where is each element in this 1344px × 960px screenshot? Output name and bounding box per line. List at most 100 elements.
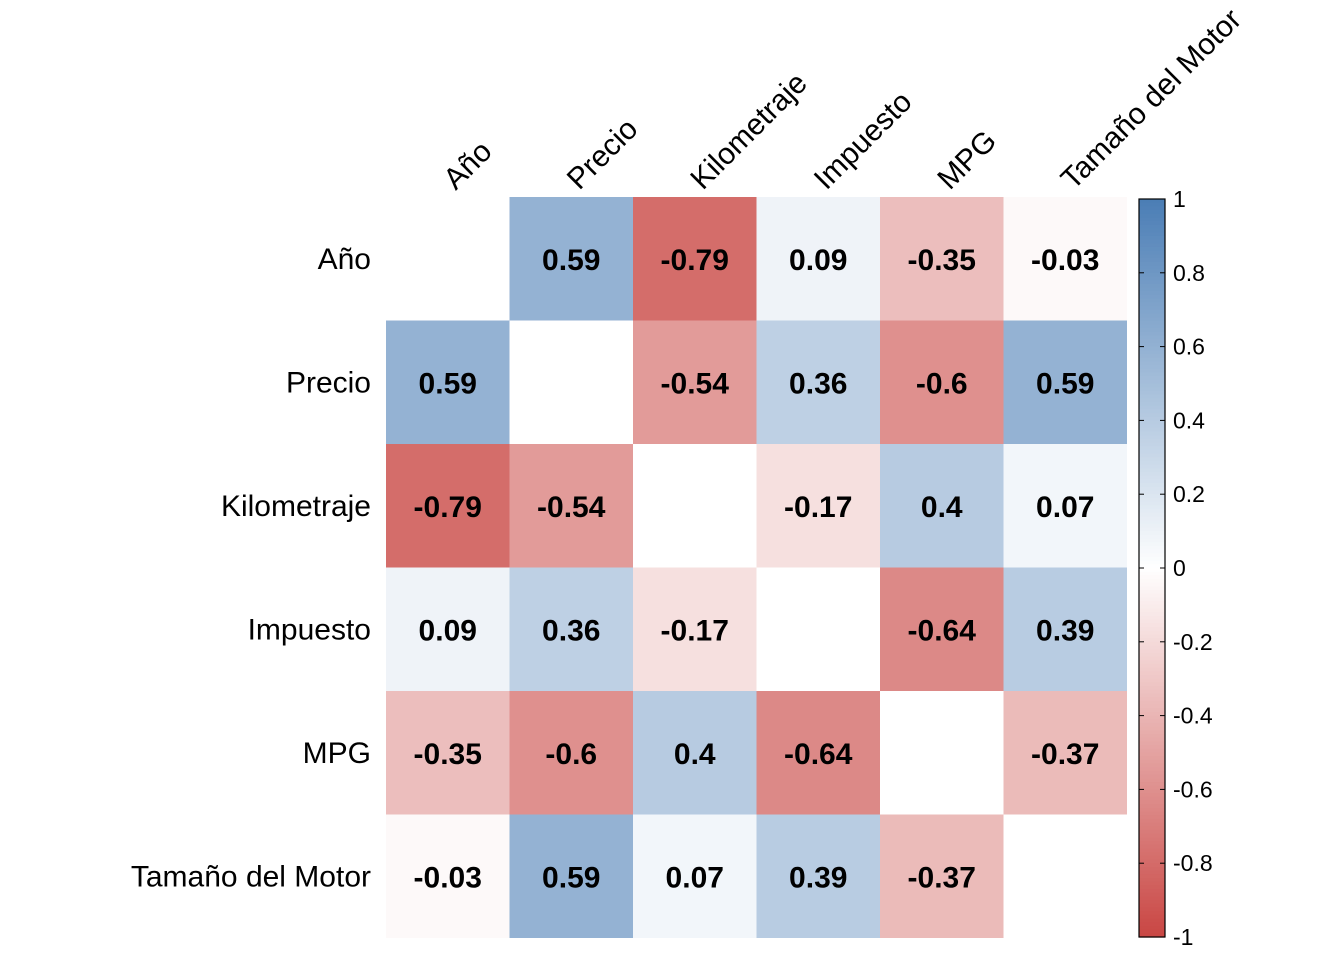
cell-value-label: -0.03 xyxy=(414,861,482,894)
colorbar-segment xyxy=(1139,852,1165,857)
cell-value-label: 0.09 xyxy=(419,614,477,647)
colorbar-segment xyxy=(1139,416,1165,421)
colorbar-segment xyxy=(1139,866,1165,872)
colorbar-segment xyxy=(1139,520,1165,525)
colorbar-segment xyxy=(1139,641,1165,647)
colorbar-segment xyxy=(1139,586,1165,591)
colorbar-segment xyxy=(1139,549,1165,554)
colorbar-segment xyxy=(1139,328,1165,333)
cell-value-label: 0.59 xyxy=(542,861,600,894)
cell-value-label: 0.4 xyxy=(674,738,716,771)
colorbar-segment xyxy=(1139,424,1165,429)
colorbar-segment xyxy=(1139,826,1165,831)
colorbar-segment xyxy=(1139,313,1165,318)
heatmap-cell xyxy=(880,320,1004,444)
heatmap-cell xyxy=(1003,197,1127,321)
cell-value-label: 0.09 xyxy=(789,244,847,277)
heatmap-cell xyxy=(756,444,880,568)
colorbar-segment xyxy=(1139,900,1165,905)
colorbar-segment xyxy=(1139,590,1165,595)
colorbar-segment xyxy=(1139,608,1165,613)
cell-value-label: -0.54 xyxy=(537,491,606,524)
colorbar-segment xyxy=(1139,686,1165,691)
colorbar-segment xyxy=(1139,246,1165,252)
colorbar-segment xyxy=(1139,638,1165,643)
colorbar-segment xyxy=(1139,460,1165,466)
cell-value-label: 0.59 xyxy=(419,367,477,400)
colorbar-segment xyxy=(1139,822,1165,827)
row-label: Precio xyxy=(286,366,371,399)
colorbar-segment xyxy=(1139,431,1165,436)
heatmap-cells: 0.59 -0.79 0.09 -0.35 -0.03 0.59 -0.54 0.36 -0.6… xyxy=(386,197,1127,938)
heatmap-cell xyxy=(509,197,633,321)
colorbar-segment xyxy=(1139,748,1165,754)
colorbar-tick-label: -0.4 xyxy=(1173,703,1213,729)
column-label: MPG xyxy=(931,124,1003,196)
heatmap-cell xyxy=(880,567,1004,691)
colorbar-segment xyxy=(1139,346,1165,351)
colorbar-segment xyxy=(1139,763,1165,768)
colorbar-segment xyxy=(1139,324,1165,329)
colorbar-segment xyxy=(1139,342,1165,348)
colorbar-segment xyxy=(1139,925,1165,931)
colorbar-segment xyxy=(1139,538,1165,543)
colorbar-segment xyxy=(1139,490,1165,495)
colorbar-segment xyxy=(1139,671,1165,676)
colorbar-segment xyxy=(1139,682,1165,687)
colorbar-segment xyxy=(1139,497,1165,503)
colorbar-segment xyxy=(1139,907,1165,912)
colorbar-segment xyxy=(1139,269,1165,274)
colorbar-segment xyxy=(1139,405,1165,410)
colorbar-segment xyxy=(1139,531,1165,536)
colorbar-segment xyxy=(1139,745,1165,750)
colorbar-segment xyxy=(1139,593,1165,599)
heatmap-cell xyxy=(633,320,757,444)
colorbar-segment xyxy=(1139,693,1165,698)
colorbar-segment xyxy=(1139,697,1165,702)
colorbar-segment xyxy=(1139,804,1165,809)
colorbar-segment xyxy=(1139,560,1165,565)
colorbar-segment xyxy=(1139,306,1165,311)
colorbar-tick-label: 0 xyxy=(1173,555,1186,581)
colorbar-segment xyxy=(1139,475,1165,481)
colorbar-segment xyxy=(1139,420,1165,425)
row-label: Tamaño del Motor xyxy=(131,860,371,893)
colorbar-segment xyxy=(1139,472,1165,477)
colorbar-segment xyxy=(1139,885,1165,890)
colorbar-segment xyxy=(1139,435,1165,440)
cell-value-label: 0.39 xyxy=(789,861,847,894)
colorbar-segment xyxy=(1139,818,1165,824)
colorbar-segment xyxy=(1139,881,1165,886)
heatmap-cell xyxy=(756,691,880,815)
colorbar-segment xyxy=(1139,877,1165,883)
colorbar-segment xyxy=(1139,933,1165,938)
colorbar-segment xyxy=(1139,486,1165,492)
cell-value-label: -0.79 xyxy=(661,244,729,277)
colorbar-segment xyxy=(1139,398,1165,403)
heatmap-cell xyxy=(756,814,880,938)
colorbar-segment xyxy=(1139,863,1165,868)
colorbar-segment xyxy=(1139,309,1165,314)
cell-value-label: -0.64 xyxy=(784,738,853,771)
colorbar-segment xyxy=(1139,922,1165,927)
colorbar-tick-label: 0.4 xyxy=(1173,407,1205,433)
colorbar-segment xyxy=(1139,918,1165,923)
colorbar-segment xyxy=(1139,656,1165,661)
colorbar-segment xyxy=(1139,427,1165,433)
colorbar-segment xyxy=(1139,368,1165,374)
column-label: Impuesto xyxy=(808,85,919,196)
colorbar-tick-label: -0.2 xyxy=(1173,629,1213,655)
colorbar-segment xyxy=(1139,568,1165,573)
colorbar-segment xyxy=(1139,848,1165,853)
colorbar-segment xyxy=(1139,442,1165,447)
colorbar-segment xyxy=(1139,752,1165,757)
colorbar-segment xyxy=(1139,199,1165,204)
colorbar-segment xyxy=(1139,534,1165,540)
colorbar-tick-label: -0.6 xyxy=(1173,776,1213,802)
colorbar: 1 0.8 0.6 0.4 0.2 0 -0.2 -0.4 -0.6 -0.8 -1 xyxy=(1138,186,1213,950)
colorbar-segment xyxy=(1139,855,1165,861)
cell-value-label: 0.07 xyxy=(1036,491,1094,524)
colorbar-segment xyxy=(1139,320,1165,326)
cell-value-label: 0.39 xyxy=(1036,614,1094,647)
colorbar-segment xyxy=(1139,265,1165,270)
